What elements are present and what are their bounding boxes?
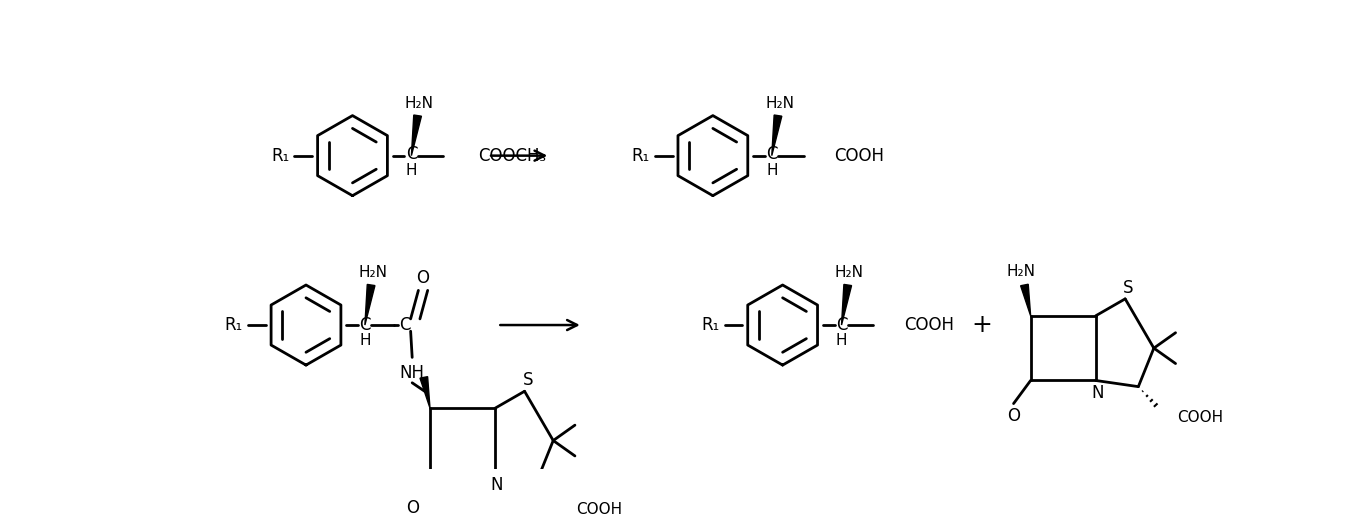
Text: H: H (766, 163, 777, 178)
Polygon shape (771, 115, 782, 155)
Text: N: N (1090, 384, 1104, 402)
Text: COOH: COOH (834, 147, 885, 164)
Text: S: S (522, 372, 533, 389)
Text: O: O (417, 269, 429, 287)
Text: O: O (406, 499, 420, 518)
Text: COOH: COOH (1178, 410, 1223, 425)
Text: H: H (836, 333, 848, 348)
Text: COOCH₃: COOCH₃ (478, 147, 547, 164)
Text: +: + (972, 313, 992, 337)
Text: H₂N: H₂N (1007, 264, 1036, 279)
Polygon shape (412, 115, 421, 155)
Text: N: N (491, 476, 503, 494)
Text: H: H (358, 333, 371, 348)
Text: H₂N: H₂N (358, 265, 387, 280)
Polygon shape (365, 285, 375, 325)
Text: H₂N: H₂N (405, 96, 433, 111)
Text: C: C (358, 316, 371, 334)
Text: R₁: R₁ (225, 316, 243, 334)
Text: S: S (1123, 279, 1134, 297)
Text: H₂N: H₂N (765, 96, 795, 111)
Text: COOH: COOH (577, 502, 623, 518)
Polygon shape (841, 285, 852, 325)
Text: H: H (406, 163, 417, 178)
Text: NH: NH (399, 364, 425, 382)
Text: C: C (398, 316, 410, 334)
Text: C: C (766, 145, 777, 163)
Text: H₂N: H₂N (834, 265, 864, 280)
Polygon shape (420, 377, 429, 408)
Text: COOH: COOH (904, 316, 954, 334)
Polygon shape (1021, 284, 1030, 316)
Text: R₁: R₁ (271, 147, 289, 164)
Text: R₁: R₁ (631, 147, 650, 164)
Text: C: C (836, 316, 848, 334)
Text: C: C (406, 145, 417, 163)
Text: O: O (1007, 407, 1020, 425)
Text: R₁: R₁ (702, 316, 720, 334)
